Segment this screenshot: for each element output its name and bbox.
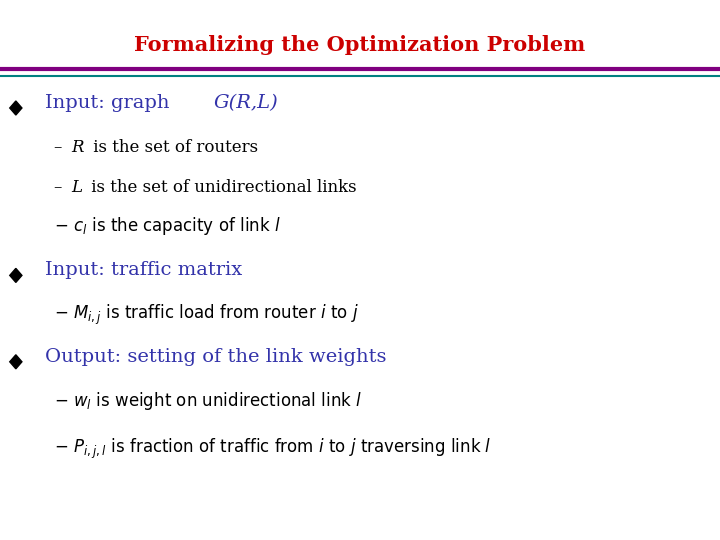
- Text: $-\ M_{i,j}$ is traffic load from router $i$ to $j$: $-\ M_{i,j}$ is traffic load from router…: [54, 302, 359, 327]
- Text: $\mathsf{-}\ c_l$ is the capacity of link $l$: $\mathsf{-}\ c_l$ is the capacity of lin…: [54, 215, 281, 237]
- Text: is the set of routers: is the set of routers: [88, 139, 258, 156]
- Polygon shape: [10, 101, 22, 115]
- Polygon shape: [10, 355, 22, 369]
- Text: Formalizing the Optimization Problem: Formalizing the Optimization Problem: [135, 35, 585, 55]
- Text: $-\ w_l$ is weight on unidirectional link $l$: $-\ w_l$ is weight on unidirectional lin…: [54, 390, 362, 412]
- Text: R: R: [71, 139, 84, 156]
- Text: –: –: [54, 139, 68, 156]
- Polygon shape: [10, 268, 22, 282]
- Text: Input: traffic matrix: Input: traffic matrix: [45, 261, 242, 279]
- Text: –: –: [54, 179, 68, 195]
- Text: Input: graph: Input: graph: [45, 94, 176, 112]
- Text: $-\ P_{i,j,l}$ is fraction of traffic from $i$ to $j$ traversing link $l$: $-\ P_{i,j,l}$ is fraction of traffic fr…: [54, 436, 492, 461]
- Text: Output: setting of the link weights: Output: setting of the link weights: [45, 348, 386, 366]
- Text: is the set of unidirectional links: is the set of unidirectional links: [86, 179, 356, 195]
- Text: G(R,L): G(R,L): [213, 94, 278, 112]
- Text: L: L: [71, 179, 83, 195]
